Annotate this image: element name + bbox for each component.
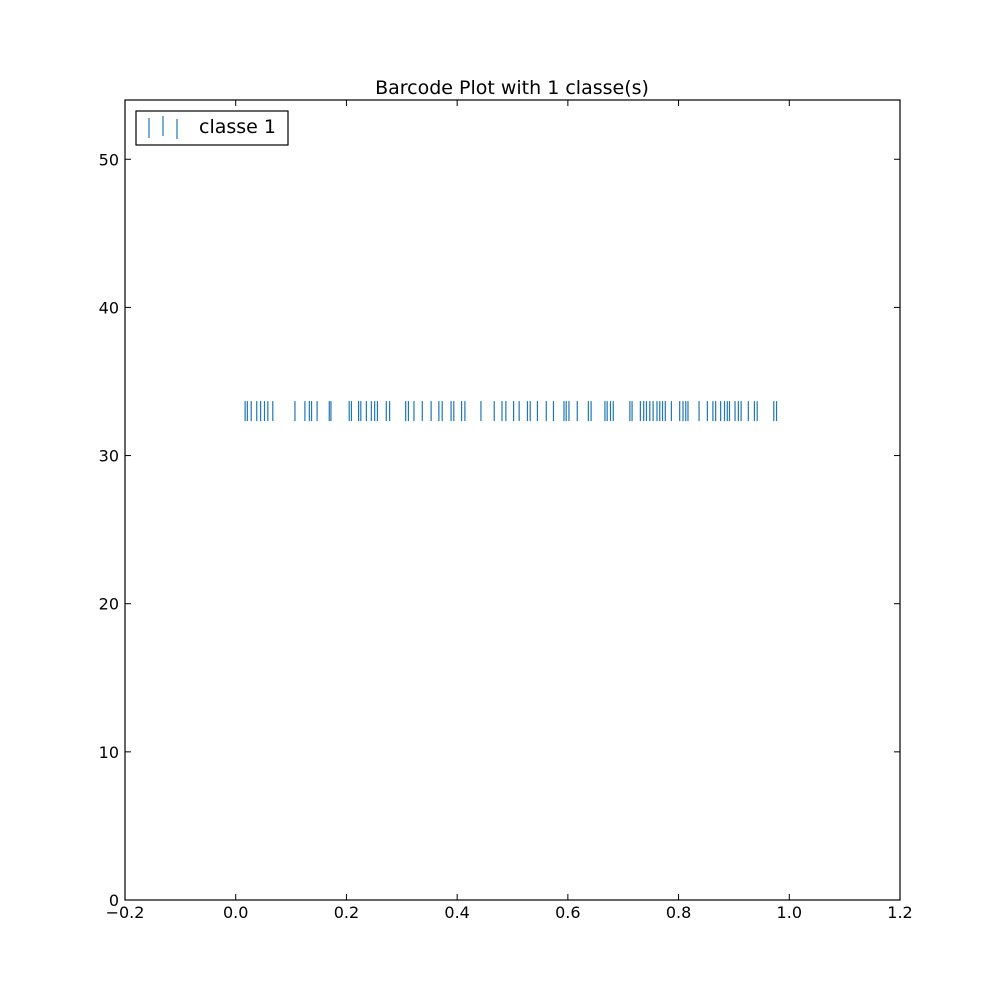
x-tick-label: 0.6 xyxy=(555,903,580,922)
x-tick-label: −0.2 xyxy=(106,903,145,922)
legend-box xyxy=(135,110,289,146)
x-tick-label: 1.0 xyxy=(777,903,802,922)
y-tick-label: 30 xyxy=(99,447,119,466)
y-tick-label: 20 xyxy=(99,595,119,614)
axis-ticks: −0.2 0.0 0.2 0.4 0.6 0.8 1.0 1.2 0 10 20 30 40 50 xyxy=(99,100,913,922)
x-tick-label: 0.8 xyxy=(666,903,691,922)
x-tick-label: 0.4 xyxy=(444,903,469,922)
x-tick-label: 0.0 xyxy=(223,903,248,922)
legend: classe 1 xyxy=(135,110,289,146)
y-tick-label: 10 xyxy=(99,743,119,762)
y-tick-label: 0 xyxy=(109,891,119,910)
plot-frame xyxy=(124,99,901,901)
barcode-marks xyxy=(244,401,778,422)
legend-marker xyxy=(148,116,178,139)
x-tick-label: 1.2 xyxy=(887,903,912,922)
y-tick-label: 50 xyxy=(99,150,119,169)
x-tick-label: 0.2 xyxy=(334,903,359,922)
legend-label: classe 1 xyxy=(199,116,276,138)
y-tick-label: 40 xyxy=(99,298,119,317)
chart-title: Barcode Plot with 1 classe(s) xyxy=(375,77,649,99)
